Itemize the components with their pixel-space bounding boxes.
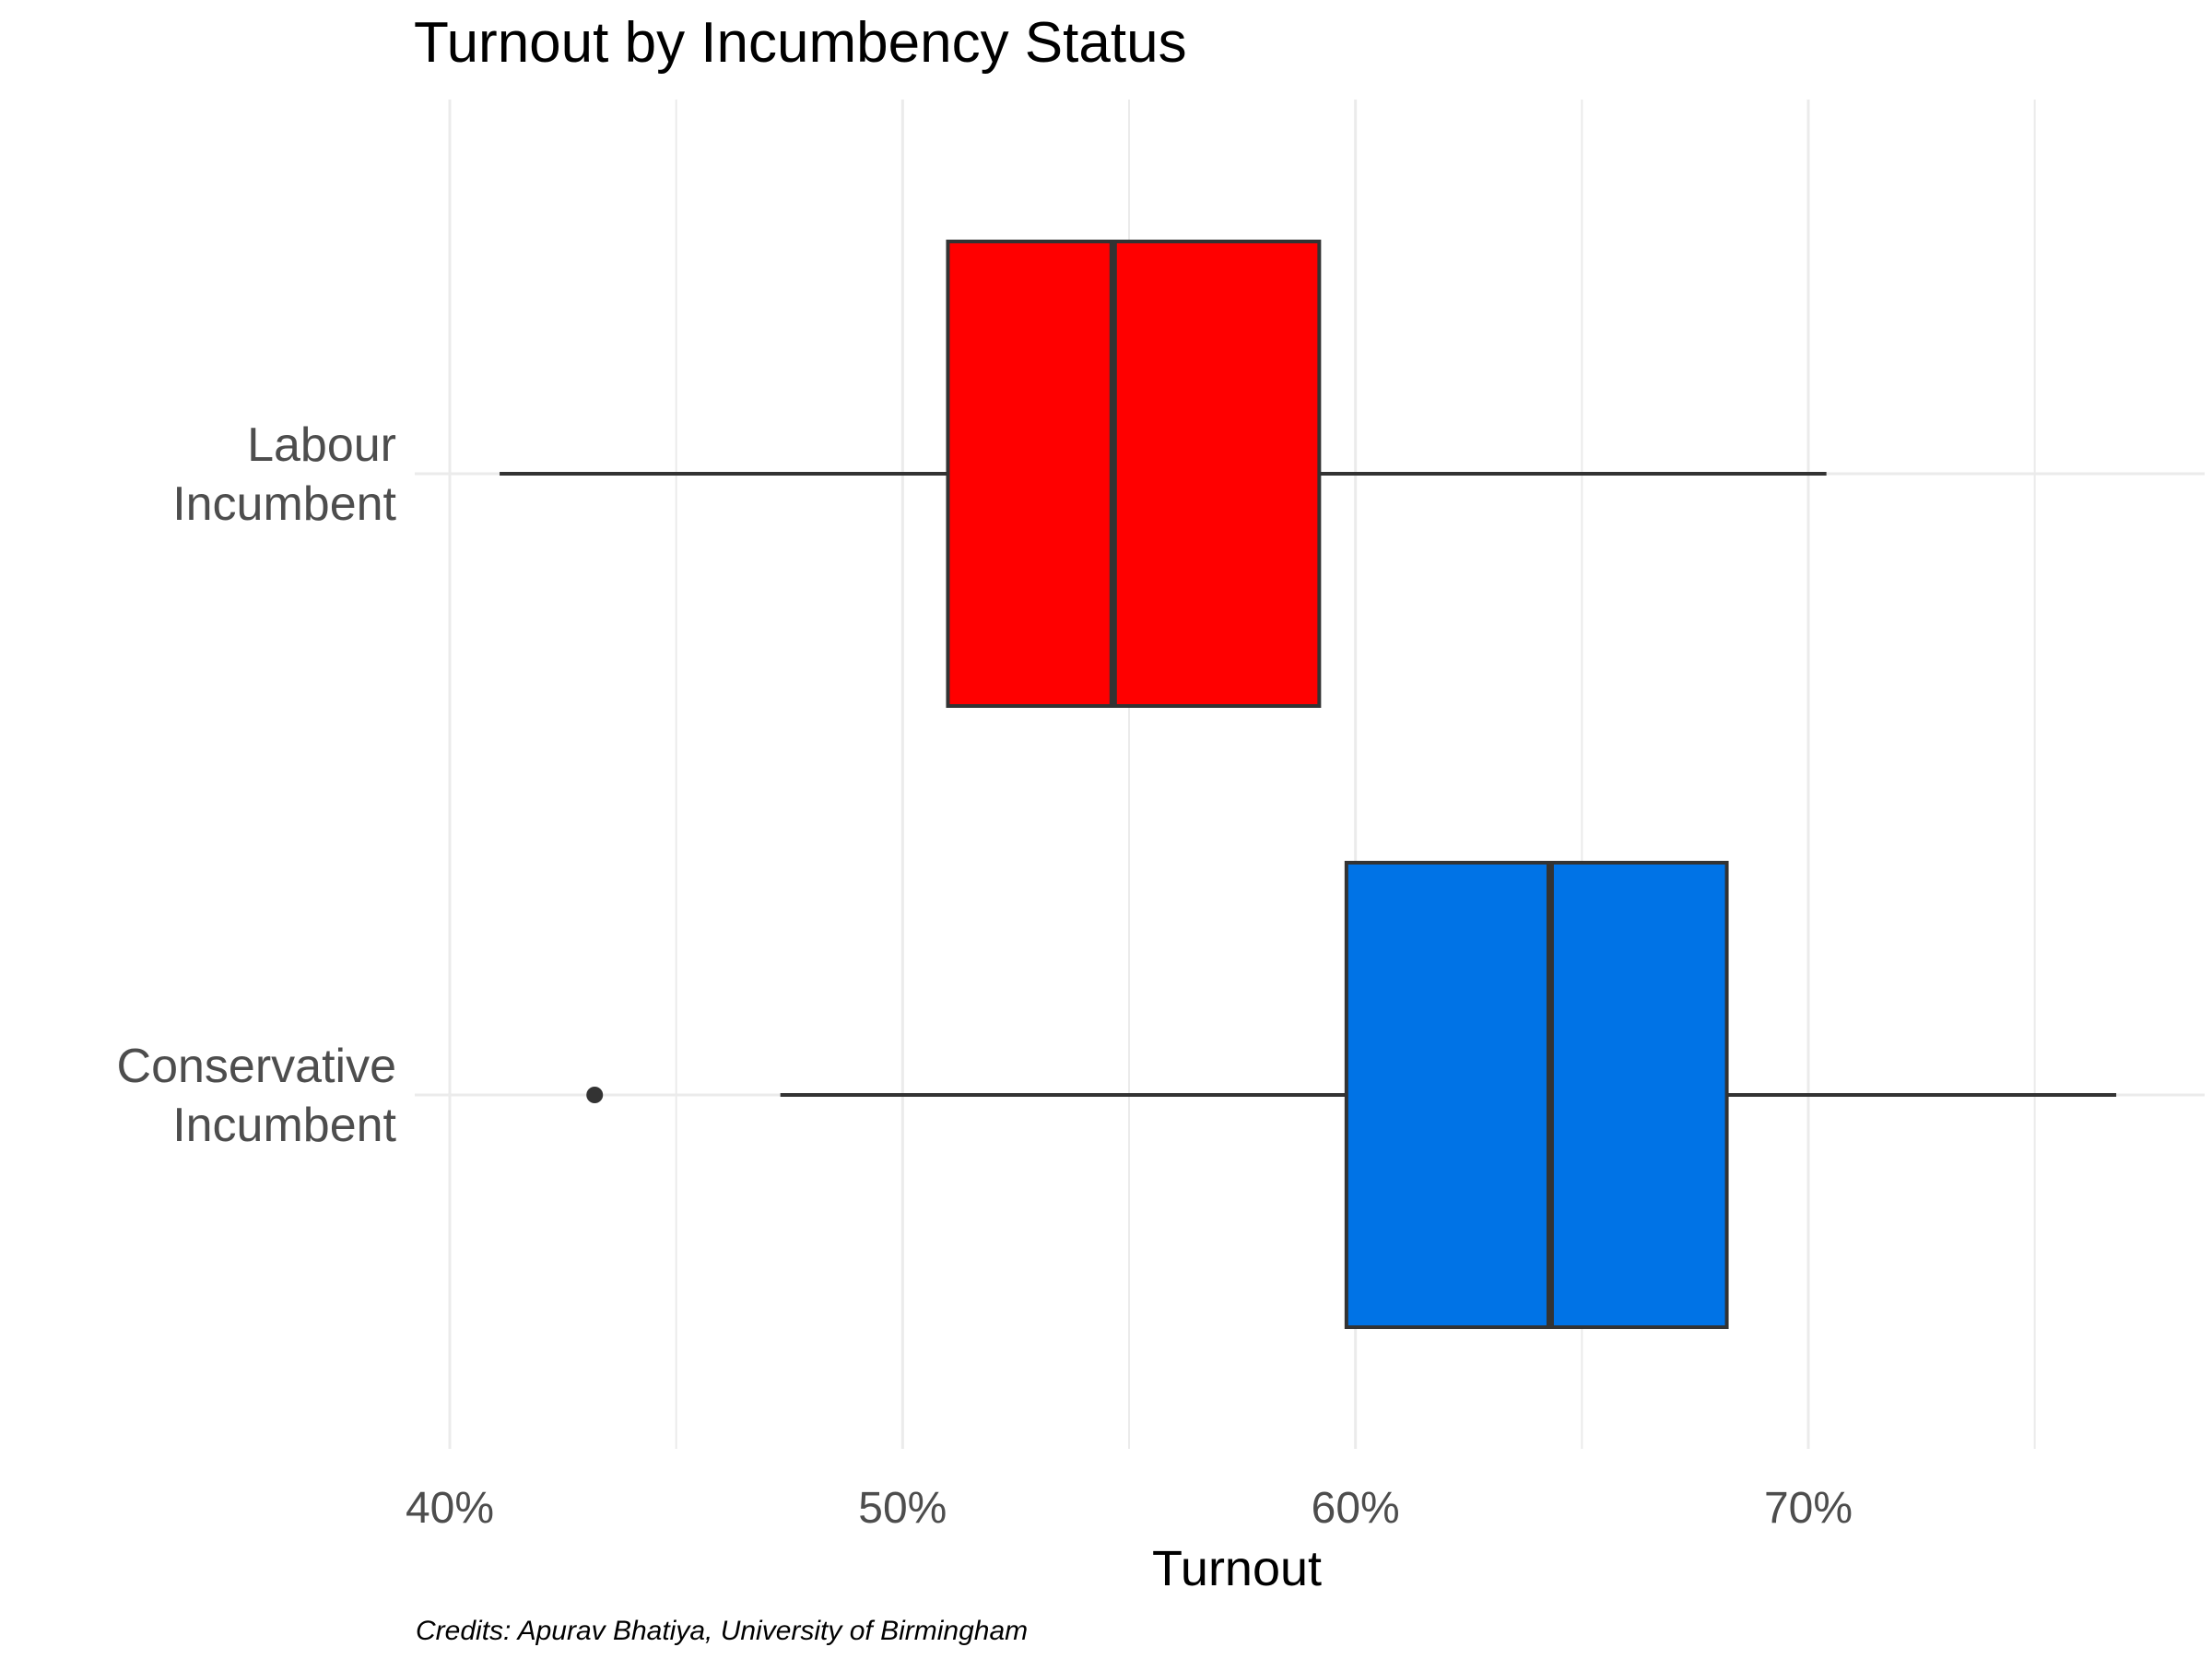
x-axis-ticks: 40% 50% 60% 70%	[406, 1484, 1853, 1533]
iqr-box	[1344, 861, 1729, 1329]
boxplot-0	[500, 240, 1827, 708]
y-tick-label-line: Conservative	[117, 1040, 396, 1093]
x-tick-label: 60%	[1312, 1484, 1400, 1533]
x-tick-label: 40%	[406, 1484, 494, 1533]
x-tick-label: 50%	[858, 1484, 947, 1533]
y-tick-label: Labour Incumbent	[172, 418, 396, 531]
chart-title: Turnout by Incumbency Status	[414, 11, 1187, 75]
y-tick-label: Conservative Incumbent	[117, 1040, 397, 1152]
outlier-point	[586, 1087, 604, 1103]
iqr-box	[946, 240, 1322, 708]
x-axis-title: Turnout	[1152, 1541, 1322, 1596]
chart-caption: Credits: Apurav Bhatiya, University of B…	[416, 1616, 1028, 1646]
x-tick-label: 70%	[1764, 1484, 1853, 1533]
boxplot-1	[586, 861, 2117, 1329]
y-tick-label-line: Incumbent	[172, 1099, 396, 1152]
boxplot-marks	[500, 240, 2117, 1329]
y-tick-label-line: Labour	[247, 418, 396, 472]
y-tick-label-line: Incumbent	[172, 477, 396, 531]
